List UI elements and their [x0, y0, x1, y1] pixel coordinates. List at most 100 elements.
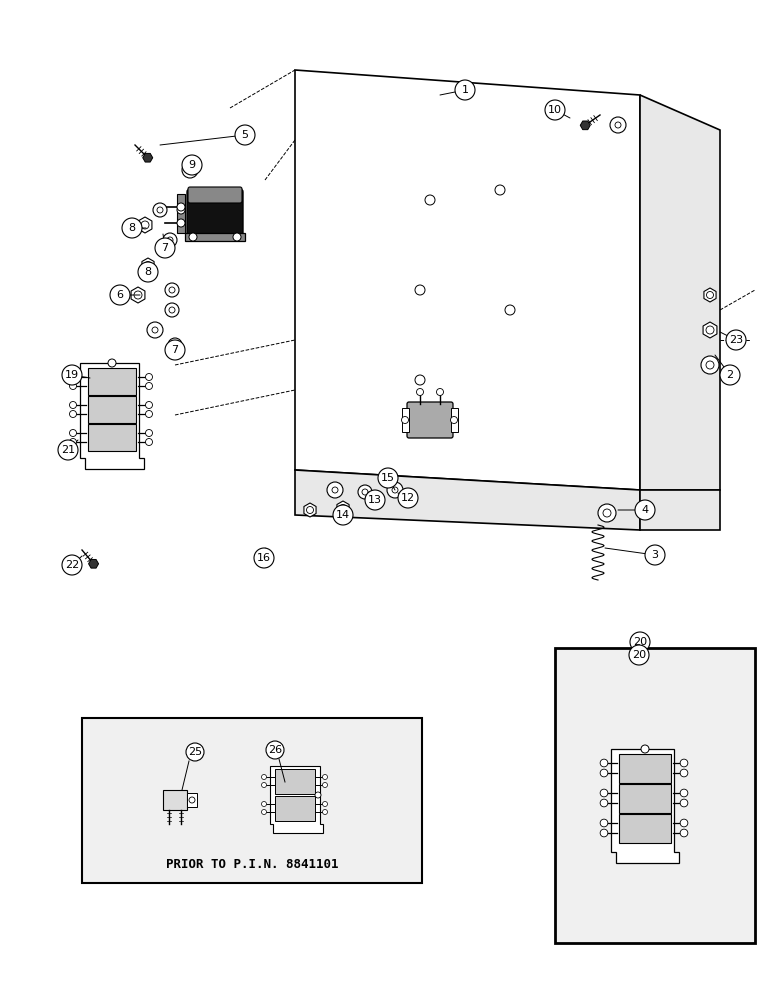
Polygon shape [337, 501, 349, 515]
Circle shape [706, 326, 714, 334]
Circle shape [187, 167, 193, 173]
Circle shape [505, 305, 515, 315]
Text: 25: 25 [188, 747, 202, 757]
Polygon shape [304, 503, 316, 517]
Circle shape [233, 233, 241, 241]
Polygon shape [640, 490, 720, 530]
Text: 9: 9 [188, 160, 195, 170]
Circle shape [495, 185, 505, 195]
Circle shape [110, 285, 130, 305]
Circle shape [165, 340, 185, 360]
Polygon shape [131, 287, 145, 303]
Circle shape [262, 810, 266, 814]
Polygon shape [581, 121, 591, 130]
Circle shape [69, 373, 76, 380]
Polygon shape [270, 766, 323, 833]
Circle shape [306, 506, 313, 514]
Circle shape [603, 509, 611, 517]
Circle shape [706, 361, 714, 369]
Circle shape [332, 487, 338, 493]
Polygon shape [143, 153, 153, 162]
FancyBboxPatch shape [187, 189, 243, 241]
Text: 5: 5 [242, 130, 249, 140]
Circle shape [645, 545, 665, 565]
Circle shape [451, 416, 458, 424]
Polygon shape [451, 408, 458, 432]
Polygon shape [295, 470, 640, 530]
FancyBboxPatch shape [407, 402, 453, 438]
Polygon shape [402, 408, 409, 432]
Polygon shape [275, 796, 315, 821]
Circle shape [401, 416, 408, 424]
Circle shape [323, 810, 327, 814]
Circle shape [415, 375, 425, 385]
Circle shape [145, 401, 153, 408]
Circle shape [144, 261, 151, 268]
Circle shape [545, 100, 565, 120]
Circle shape [145, 430, 153, 436]
Circle shape [323, 782, 327, 788]
Circle shape [254, 548, 274, 568]
Circle shape [177, 219, 185, 227]
Circle shape [680, 799, 688, 807]
Text: 7: 7 [171, 345, 178, 355]
Circle shape [62, 555, 82, 575]
Circle shape [108, 359, 116, 367]
Circle shape [69, 438, 76, 446]
Circle shape [155, 238, 175, 258]
Circle shape [629, 645, 649, 665]
Text: PRIOR TO P.I.N. 8841101: PRIOR TO P.I.N. 8841101 [166, 858, 338, 871]
Text: 1: 1 [462, 85, 469, 95]
Circle shape [701, 356, 719, 374]
Text: 23: 23 [729, 335, 743, 345]
Polygon shape [88, 368, 136, 395]
Circle shape [145, 438, 153, 446]
Circle shape [362, 489, 368, 495]
Circle shape [69, 382, 76, 389]
Polygon shape [640, 95, 720, 490]
Circle shape [323, 802, 327, 806]
Circle shape [323, 774, 327, 780]
Circle shape [630, 632, 650, 652]
Polygon shape [611, 749, 679, 863]
Circle shape [147, 322, 163, 338]
Circle shape [600, 799, 608, 807]
Text: 16: 16 [257, 553, 271, 563]
Polygon shape [89, 559, 99, 568]
Circle shape [266, 741, 284, 759]
Text: 22: 22 [65, 560, 79, 570]
Circle shape [398, 488, 418, 508]
Circle shape [168, 338, 182, 352]
Circle shape [610, 117, 626, 133]
Text: 26: 26 [268, 745, 282, 755]
Circle shape [189, 797, 195, 803]
Circle shape [680, 759, 688, 767]
Circle shape [58, 440, 78, 460]
Circle shape [153, 203, 167, 217]
Text: 6: 6 [117, 290, 124, 300]
Circle shape [169, 307, 175, 313]
Text: 8: 8 [128, 223, 136, 233]
Circle shape [706, 292, 713, 298]
Circle shape [172, 342, 178, 348]
Text: 19: 19 [65, 370, 79, 380]
Circle shape [358, 485, 372, 499]
Polygon shape [275, 769, 315, 794]
Circle shape [145, 373, 153, 380]
Circle shape [177, 203, 185, 211]
Circle shape [455, 80, 475, 100]
Circle shape [415, 285, 425, 295]
Circle shape [182, 155, 202, 175]
Polygon shape [187, 793, 197, 807]
Circle shape [262, 782, 266, 788]
Circle shape [165, 303, 179, 317]
Polygon shape [295, 70, 640, 490]
Polygon shape [80, 363, 144, 469]
Circle shape [315, 792, 321, 798]
FancyBboxPatch shape [82, 718, 422, 883]
Polygon shape [185, 233, 245, 241]
Circle shape [134, 291, 142, 299]
Text: 4: 4 [642, 505, 648, 515]
Circle shape [189, 233, 197, 241]
Text: 2: 2 [726, 370, 733, 380]
